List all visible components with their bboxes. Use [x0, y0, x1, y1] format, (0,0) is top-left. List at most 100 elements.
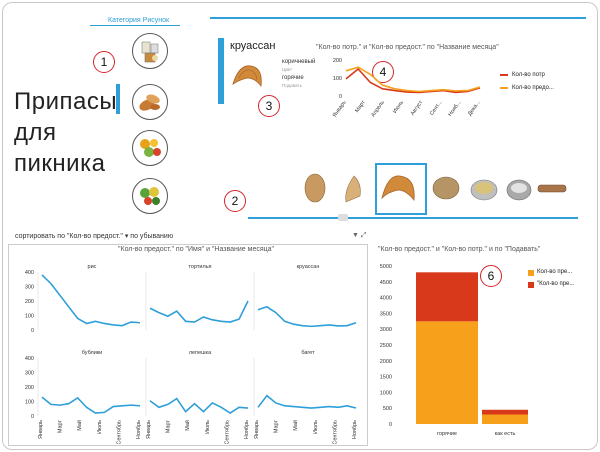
callout-1: 1 [93, 51, 115, 73]
top-chart-x-tick: Апрель [370, 100, 386, 119]
panel-y-tick: 200 [25, 299, 34, 305]
bar-y-tick: 3000 [380, 327, 392, 333]
chart-top-title: "Кол-во потр." и "Кол-во предост." по "Н… [316, 44, 499, 51]
panel-x-tick: Май [76, 420, 83, 431]
item-color-label: Цвет [282, 67, 293, 72]
panel-y-tick: 0 [31, 328, 34, 334]
legend-swatch-bar-provided [528, 270, 534, 276]
top-chart-x-tick: Нояб... [447, 99, 462, 117]
strip-divider [248, 217, 578, 219]
flatbread-item[interactable] [430, 172, 462, 204]
top-chart-series-0 [345, 67, 481, 94]
food-jars-icon [141, 41, 159, 63]
panel-y-tick: 400 [25, 356, 34, 362]
panel-x-tick: Январь [254, 420, 260, 439]
panel-line-3 [41, 396, 141, 414]
food-jars-tile[interactable] [132, 33, 168, 69]
page-title: Припасы для пикника [14, 86, 117, 179]
panel-y-tick: 400 [25, 270, 34, 276]
panel-toolbar: ▼ ⤢ [352, 232, 367, 240]
item-serve-value: горячие [282, 75, 304, 81]
filter-icon[interactable]: ▼ [352, 232, 359, 239]
top-chart-x-tick: Сент... [429, 99, 444, 116]
panel-line-5 [257, 394, 357, 409]
bowl-item[interactable] [504, 174, 534, 204]
top-chart-x-tick: Март [354, 99, 367, 114]
bar-chart-title: "Кол-во предост." и "Кол-во потр." и по … [378, 246, 541, 253]
top-chart-series-1 [345, 66, 481, 93]
panel-y-tick: 300 [25, 371, 34, 377]
bar-x-label: как есть [495, 431, 516, 437]
bar-y-tick: 1500 [380, 375, 392, 381]
legend-label-bar-consumed: "Кол-во пре... [537, 281, 575, 287]
expand-icon[interactable]: ⤢ [360, 232, 367, 239]
panel-y-tick: 0 [31, 414, 34, 420]
tortilla-item[interactable] [340, 170, 366, 206]
panel-x-tick: Ноябрь [244, 420, 250, 439]
legend-label-consumed: Кол-во потр [512, 72, 545, 78]
bar-0-1 [416, 272, 478, 322]
croissant-item[interactable] [378, 168, 420, 208]
top-chart-y-tick: 100 [333, 76, 342, 82]
sort-control[interactable]: сортировать по "Кол-во предост." ▾ по уб… [15, 233, 174, 240]
item-card-name: круассан [230, 40, 276, 52]
panel-x-tick: Май [184, 420, 191, 431]
bar-1-0 [482, 414, 528, 424]
panel-line-0 [41, 274, 141, 327]
legend-label-bar-provided: Кол-во пре... [537, 269, 573, 275]
bar-y-tick: 1000 [380, 390, 392, 396]
baguette-item[interactable] [536, 180, 568, 196]
panel-x-tick: Ноябрь [352, 420, 358, 439]
panel-x-tick: Январь [146, 420, 152, 439]
panel-x-tick: Сентябрь [332, 420, 338, 444]
title-line-2: для [14, 119, 57, 146]
bar-y-tick: 500 [383, 406, 392, 412]
panel-x-tick: Март [58, 420, 64, 434]
bread-icon [139, 94, 160, 111]
bread-tile[interactable] [132, 84, 168, 120]
panel-y-tick: 300 [25, 285, 34, 291]
bar-y-tick: 4500 [380, 280, 392, 286]
panel-title-1: тортилья [188, 264, 211, 270]
callout-2: 2 [224, 190, 246, 212]
fruit-icon [140, 139, 161, 157]
bar-y-tick: 4000 [380, 296, 392, 302]
vegetables-icon [140, 187, 160, 205]
top-chart-x-tick: Дека... [467, 99, 482, 117]
fruit-tile[interactable] [132, 130, 168, 166]
small-multiples-panel [8, 244, 368, 446]
legend-swatch-provided [500, 87, 508, 89]
top-divider [210, 17, 586, 19]
title-line-3: пикника [14, 150, 106, 177]
panel-line-1 [149, 300, 249, 323]
bread-roll-item[interactable] [300, 170, 330, 206]
small-multiples-chart: рис 0 100 200 300 400 тортилья круассан бублики 0… [25, 264, 358, 444]
callout-4: 4 [372, 61, 394, 83]
vegetables-tile[interactable] [132, 178, 168, 214]
bar-y-tick: 5000 [380, 264, 392, 270]
bar-0-0 [416, 321, 478, 424]
scroll-handle[interactable] [338, 214, 348, 221]
panel-x-tick: Сентябрь [116, 420, 122, 444]
panel-y-tick: 100 [25, 400, 34, 406]
panel-x-tick: Сентябрь [224, 420, 230, 444]
stacked-bar-chart: 0 500 1000 1500 2000 2500 3000 3500 4000 4500 5000… [380, 264, 528, 437]
panel-x-tick: Январь [38, 420, 44, 439]
panel-title-3: бублики [82, 350, 103, 356]
panel-y-tick: 200 [25, 385, 34, 391]
card-accent-bar [218, 38, 224, 104]
callout-6: 6 [480, 265, 502, 287]
legend-label-provided: Кол-во предо... [512, 85, 554, 91]
top-chart-x-tick: Январь [332, 100, 348, 119]
panel-line-2 [257, 305, 357, 328]
panel-x-tick: Июль [205, 420, 211, 434]
category-divider [90, 25, 180, 26]
croissant-image [232, 65, 262, 88]
panel-x-tick: Март [166, 420, 172, 434]
pie-bowl-item[interactable] [468, 174, 500, 204]
bar-y-tick: 2000 [380, 359, 392, 365]
bar-x-label: горячие [437, 431, 457, 437]
item-serve-label: Подавать [282, 83, 302, 88]
panel-y-tick: 100 [25, 314, 34, 320]
title-line-1: Припасы [14, 88, 118, 115]
